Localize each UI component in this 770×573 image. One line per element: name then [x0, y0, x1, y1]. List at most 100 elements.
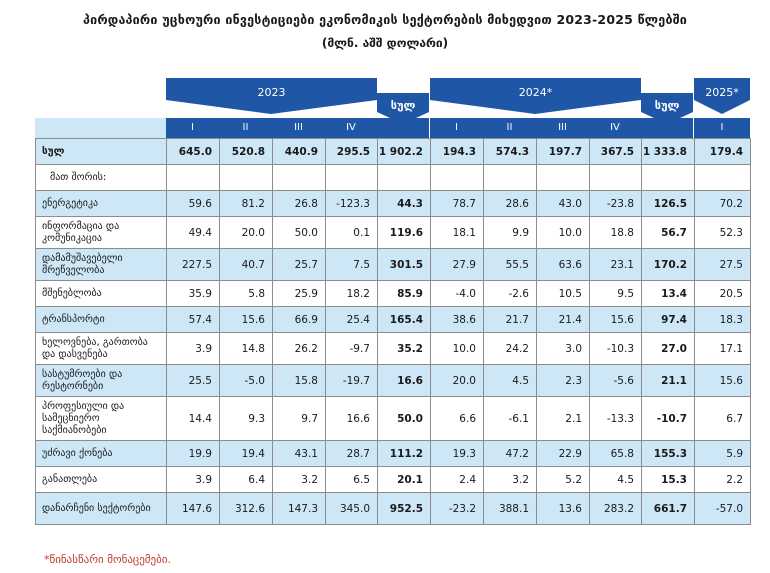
table-cell: 52.3	[694, 216, 751, 249]
table-cell: -4.0	[430, 280, 484, 307]
table-cell: 20.0	[430, 364, 484, 397]
table-cell	[589, 164, 642, 191]
row-label: უძრავი ქონება	[35, 440, 167, 467]
banner-total-2024	[641, 93, 693, 124]
table-cell: 14.4	[166, 396, 220, 441]
banner-2023	[166, 78, 377, 114]
table-cell: -23.8	[589, 190, 642, 217]
table-cell: 19.9	[166, 440, 220, 467]
table-cell: 28.6	[483, 190, 537, 217]
row-label: მშენებლობა	[35, 280, 167, 307]
row-label: განათლება	[35, 466, 167, 493]
quarter-2024-2: II	[506, 122, 513, 133]
table-cell: 440.9	[272, 138, 326, 165]
table-cell: 44.3	[377, 190, 431, 217]
row-label: ტრანსპორტი	[35, 306, 167, 333]
row-label: დამამუშავებელი მრეწველობა	[35, 248, 167, 281]
table-cell: 5.2	[536, 466, 590, 493]
table-cell: 28.7	[325, 440, 378, 467]
quarter-2023-3: III	[294, 122, 303, 133]
header-year-2025: 2025*	[705, 86, 739, 99]
table-cell: 0.1	[325, 216, 378, 249]
table-cell: 227.5	[166, 248, 220, 281]
table-cell: -19.7	[325, 364, 378, 397]
table-cell: 520.8	[219, 138, 273, 165]
quarter-2023-4: IV	[346, 122, 356, 133]
table-cell: 15.6	[589, 306, 642, 333]
row-label: პროფესიული და სამეცნიერო საქმიანობები	[35, 396, 167, 441]
table-cell: 27.0	[641, 332, 695, 365]
table-cell: -57.0	[694, 492, 751, 525]
table-cell: 6.5	[325, 466, 378, 493]
table-cell: 2.3	[536, 364, 590, 397]
header-strip-2024	[430, 118, 693, 138]
table-cell: 16.6	[325, 396, 378, 441]
table-cell: 367.5	[589, 138, 642, 165]
table-cell: -23.2	[430, 492, 484, 525]
table-cell: 56.7	[641, 216, 695, 249]
table-cell: 19.4	[219, 440, 273, 467]
table-cell: 5.9	[694, 440, 751, 467]
table-cell: 16.6	[377, 364, 431, 397]
table-cell: 66.9	[272, 306, 326, 333]
table-cell: 25.4	[325, 306, 378, 333]
table-cell: 295.5	[325, 138, 378, 165]
table-cell	[166, 164, 220, 191]
table-cell: 388.1	[483, 492, 537, 525]
table-cell: 85.9	[377, 280, 431, 307]
table-cell: 6.4	[219, 466, 273, 493]
table-cell: 170.2	[641, 248, 695, 281]
table-cell: 40.7	[219, 248, 273, 281]
table-cell: 21.4	[536, 306, 590, 333]
banner-2024	[430, 78, 641, 114]
table-cell: 9.5	[589, 280, 642, 307]
table-cell: 35.2	[377, 332, 431, 365]
header-strip-2025	[694, 118, 750, 138]
table-cell: 70.2	[694, 190, 751, 217]
table-cell: 18.2	[325, 280, 378, 307]
table-cell: 19.3	[430, 440, 484, 467]
table-row: ტრანსპორტი 57.4 15.6 66.9 25.4 165.4 38.6 21.7 2…	[35, 306, 751, 333]
footnote: *წინასწარი მონაცემები.	[44, 553, 172, 566]
table-cell: 147.6	[166, 492, 220, 525]
table-cell: -10.7	[641, 396, 695, 441]
table-cell: 43.0	[536, 190, 590, 217]
table-cell: 4.5	[589, 466, 642, 493]
table-row: მათ შორის:	[35, 164, 751, 191]
table-cell: 1 902.2	[377, 138, 431, 165]
table-cell: 283.2	[589, 492, 642, 525]
table-row: ხელოვნება, გართობა და დასვენება 3.9 14.8 26…	[35, 332, 751, 365]
table-cell: 2.1	[536, 396, 590, 441]
table-cell: 47.2	[483, 440, 537, 467]
table-title: პირდაპირი უცხოური ინვესტიციები ეკონომიკი…	[82, 12, 688, 27]
table-cell: -6.1	[483, 396, 537, 441]
row-label: ინფორმაცია და კომუნიკაცია	[35, 216, 167, 249]
table-cell: 38.6	[430, 306, 484, 333]
table-cell: -123.3	[325, 190, 378, 217]
table-cell	[430, 164, 484, 191]
table-cell: 27.9	[430, 248, 484, 281]
table-row: ენერგეტიკა 59.6 81.2 26.8 -123.3 44.3 78.7 28.6…	[35, 190, 751, 217]
table-cell: 9.3	[219, 396, 273, 441]
table-cell: 194.3	[430, 138, 484, 165]
table-cell: 22.9	[536, 440, 590, 467]
row-label: ენერგეტიკა	[35, 190, 167, 217]
table-cell: -9.7	[325, 332, 378, 365]
table-row: სასტუმროები და რესტორნები 25.5 -5.0 15.8 -19…	[35, 364, 751, 397]
table-cell	[483, 164, 537, 191]
table-cell: 55.5	[483, 248, 537, 281]
fdi-table: სულ 645.0 520.8 440.9 295.5 1 902.2 194.3 574.3…	[35, 138, 751, 525]
table-cell: 645.0	[166, 138, 220, 165]
quarter-2024-4: IV	[610, 122, 620, 133]
table-cell: 25.9	[272, 280, 326, 307]
table-cell: 49.4	[166, 216, 220, 249]
row-label: დანარჩენი სექტორები	[35, 492, 167, 525]
table-cell: 25.5	[166, 364, 220, 397]
table-cell: 126.5	[641, 190, 695, 217]
table-cell: 25.7	[272, 248, 326, 281]
table-cell	[219, 164, 273, 191]
table-cell	[377, 164, 431, 191]
table-cell: -10.3	[589, 332, 642, 365]
table-cell: 9.9	[483, 216, 537, 249]
header-total-2023: სულ	[390, 99, 416, 112]
